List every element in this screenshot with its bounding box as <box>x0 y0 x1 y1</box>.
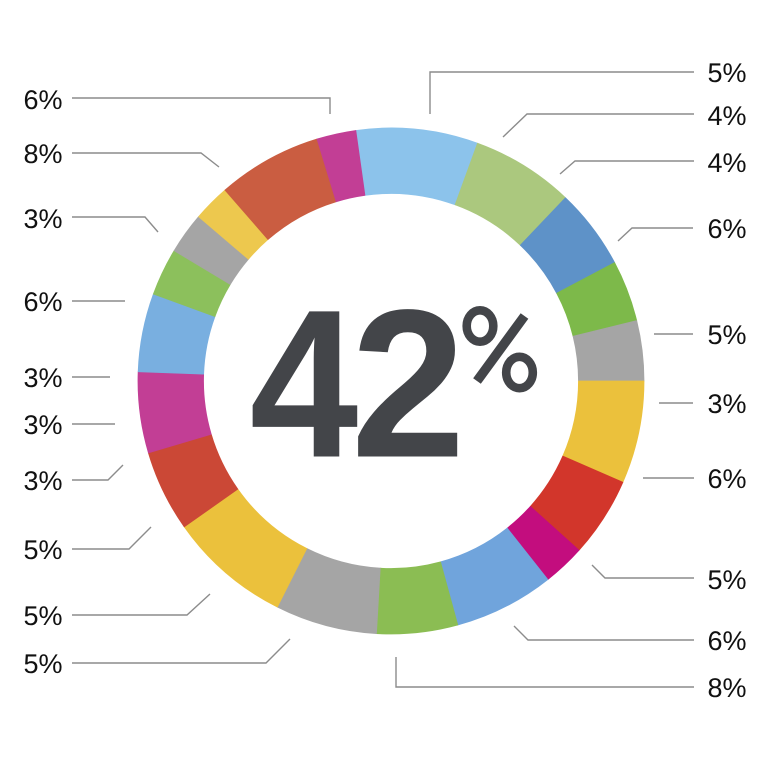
svg-text:5%: 5% <box>23 649 62 679</box>
svg-text:5%: 5% <box>707 565 746 595</box>
svg-text:2: 2 <box>351 266 465 502</box>
svg-text:5%: 5% <box>707 320 746 350</box>
svg-text:3%: 3% <box>23 204 62 234</box>
svg-text:5%: 5% <box>23 601 62 631</box>
svg-text:5%: 5% <box>23 535 62 565</box>
svg-text:8%: 8% <box>707 673 746 703</box>
svg-text:4%: 4% <box>707 148 746 178</box>
svg-text:6%: 6% <box>707 626 746 656</box>
svg-text:6%: 6% <box>23 287 62 317</box>
svg-text:6%: 6% <box>707 464 746 494</box>
svg-text:3%: 3% <box>23 410 62 440</box>
svg-text:4: 4 <box>250 267 359 503</box>
svg-text:6%: 6% <box>23 85 62 115</box>
svg-text:3%: 3% <box>707 389 746 419</box>
svg-text:6%: 6% <box>707 214 746 244</box>
svg-text:3%: 3% <box>23 363 62 393</box>
svg-text:4%: 4% <box>707 101 746 131</box>
svg-text:3%: 3% <box>23 466 62 496</box>
svg-text:5%: 5% <box>707 58 746 88</box>
svg-text:8%: 8% <box>23 139 62 169</box>
